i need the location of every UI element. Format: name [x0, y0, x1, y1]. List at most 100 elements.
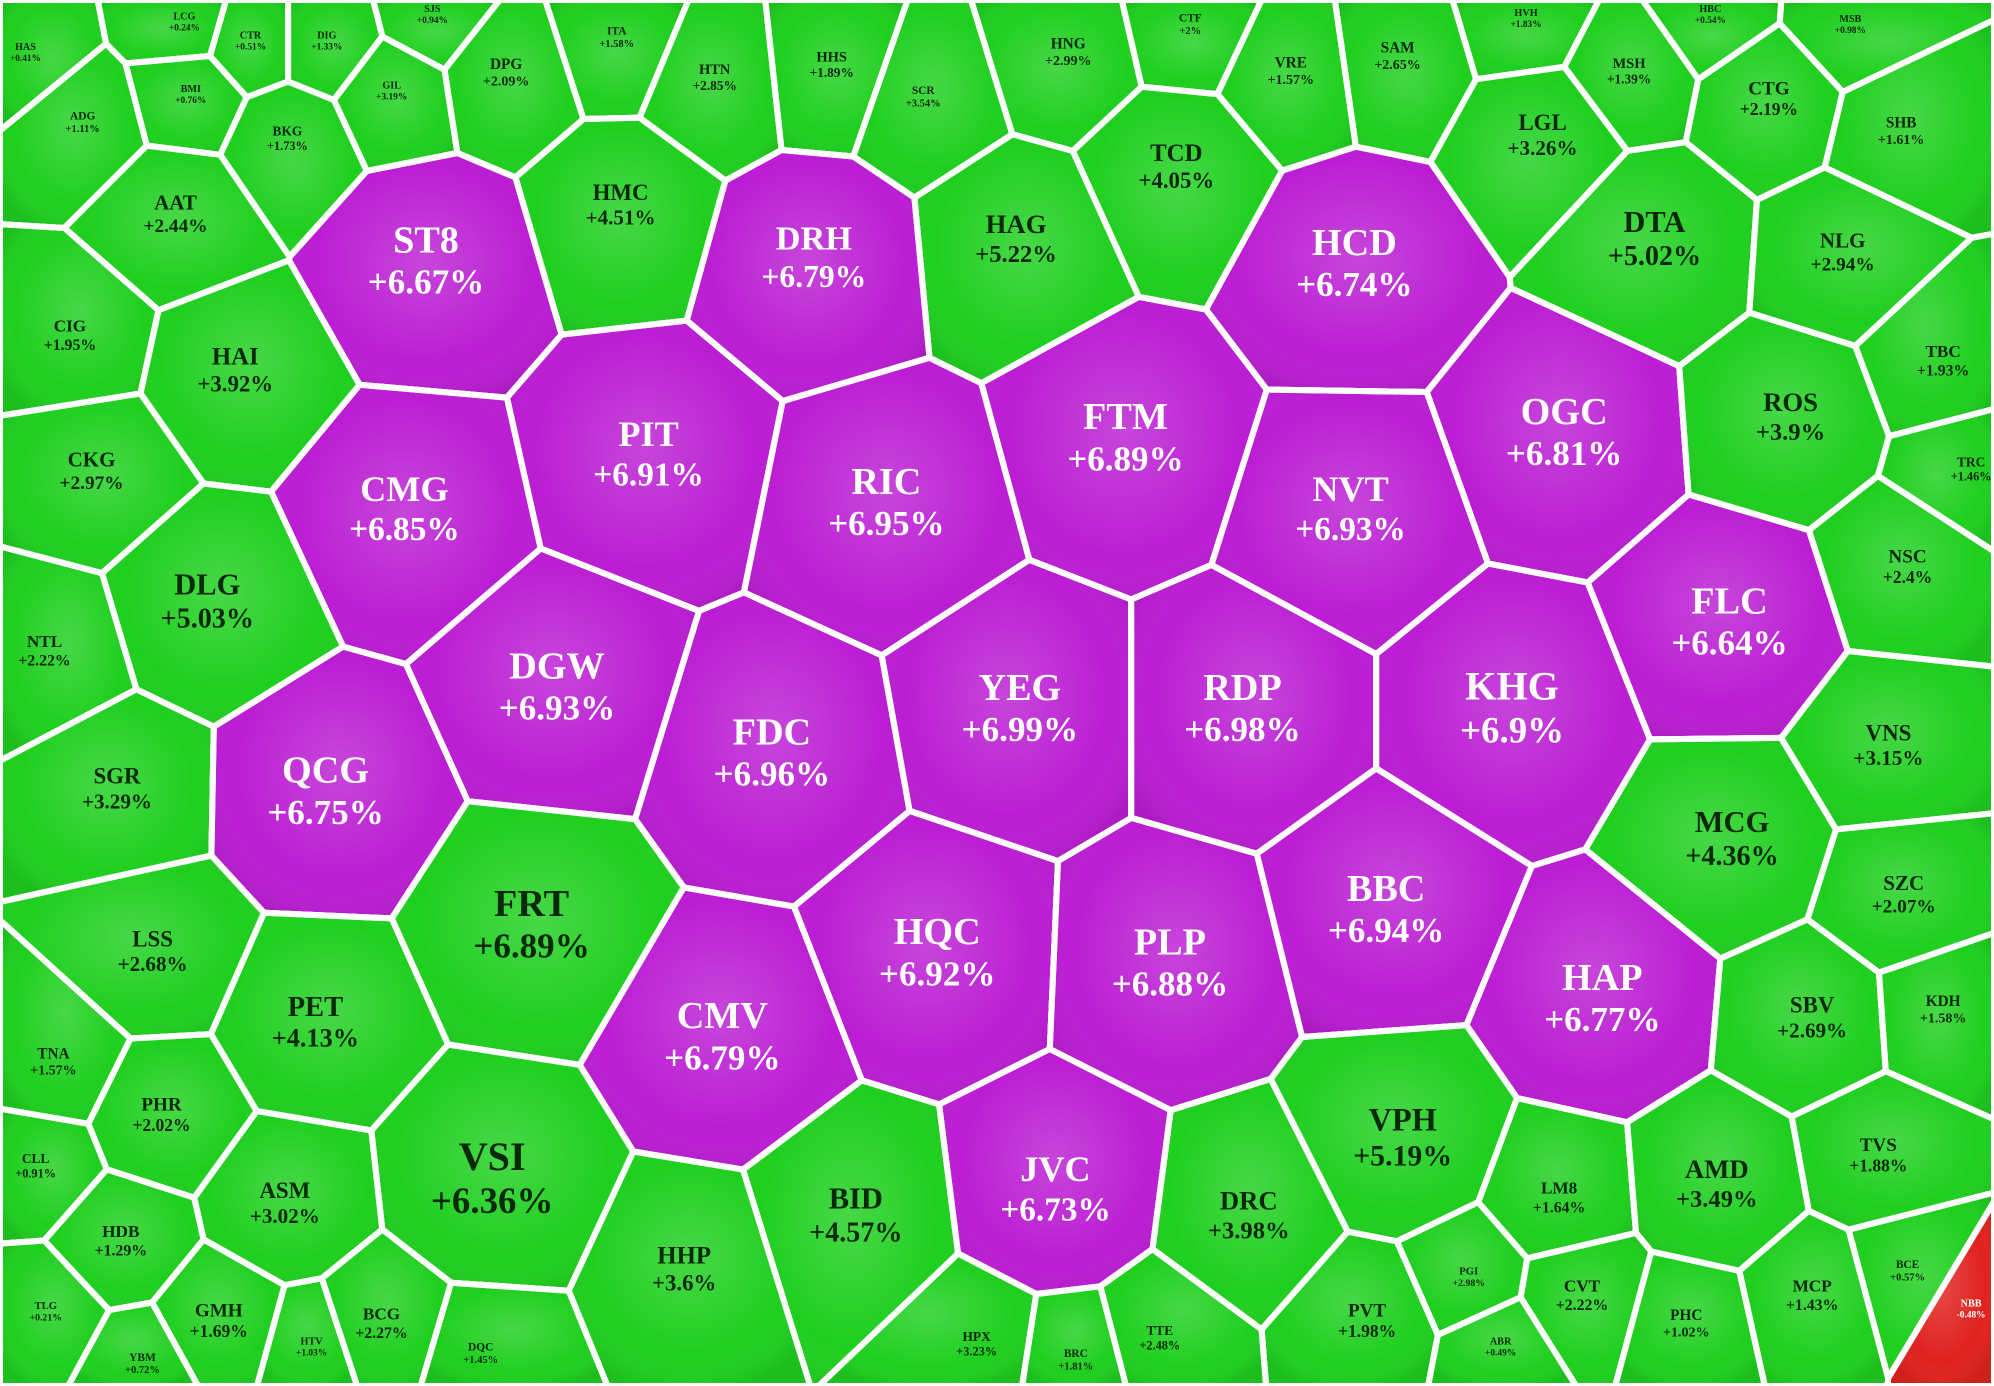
ticker-label: DQC	[468, 1342, 493, 1354]
change-label: +6.89%	[1067, 439, 1183, 478]
change-label: +2.98%	[1453, 1278, 1486, 1289]
ticker-label: HHS	[816, 49, 847, 65]
ticker-label: PIT	[618, 414, 678, 454]
ticker-label: HAG	[986, 209, 1047, 239]
ticker-label: YEG	[979, 667, 1062, 709]
ticker-label: SHB	[1886, 114, 1917, 131]
ticker-label: CKG	[68, 447, 116, 471]
ticker-label: HQC	[894, 911, 981, 953]
change-label: +6.85%	[349, 511, 460, 548]
change-label: +6.36%	[431, 1180, 553, 1221]
ticker-label: CLL	[22, 1151, 50, 1166]
change-label: +6.81%	[1506, 434, 1622, 473]
ticker-label: DRH	[776, 220, 853, 258]
ticker-label: TNA	[37, 1045, 69, 1062]
change-label: +0.98%	[1835, 26, 1866, 36]
change-label: +0.49%	[1485, 1349, 1516, 1359]
change-label: +1.46%	[1951, 470, 1992, 484]
change-label: +2.48%	[1139, 1338, 1180, 1352]
change-label: +6.92%	[879, 954, 995, 993]
change-label: +2.22%	[18, 652, 70, 669]
change-label: +1.88%	[1849, 1156, 1907, 1176]
ticker-label: CTF	[1179, 13, 1202, 25]
change-label: +0.41%	[10, 54, 41, 64]
change-label: +6.94%	[1328, 911, 1444, 950]
ticker-label: FLC	[1691, 580, 1767, 622]
ticker-label: TBC	[1925, 342, 1960, 361]
ticker-label: HNG	[1051, 36, 1086, 53]
change-label: +0.76%	[175, 96, 206, 106]
ticker-label: GMH	[195, 1300, 243, 1321]
ticker-label: FTM	[1083, 396, 1168, 438]
change-label: +6.99%	[962, 710, 1078, 749]
change-label: +1.98%	[1338, 1321, 1396, 1341]
change-label: +2.27%	[355, 1325, 407, 1342]
change-label: +2.65%	[1374, 58, 1420, 73]
change-label: +5.22%	[975, 241, 1057, 268]
change-label: +4.05%	[1138, 168, 1214, 193]
change-label: +1.03%	[296, 1349, 327, 1359]
ticker-label: PHR	[141, 1094, 182, 1115]
change-label: +2.99%	[1045, 54, 1091, 69]
ticker-label: PLP	[1134, 921, 1206, 963]
ticker-label: DTA	[1623, 205, 1685, 239]
cell-shine	[417, 1279, 611, 1386]
change-label: +6.73%	[1000, 1191, 1111, 1228]
ticker-label: BKG	[273, 124, 303, 139]
ticker-label: TRC	[1957, 454, 1985, 469]
ticker-label: CTR	[240, 31, 262, 42]
change-label: +3.23%	[956, 1345, 997, 1359]
ticker-label: AMD	[1685, 1154, 1749, 1184]
ticker-label: VSI	[459, 1134, 526, 1179]
change-label: +1.33%	[311, 43, 342, 53]
change-label: +1.45%	[463, 1355, 498, 1366]
cell-shine	[1425, 1294, 1580, 1386]
cell-shine	[1805, 472, 1994, 670]
change-label: +1.57%	[1268, 73, 1314, 88]
ticker-label: LSS	[132, 926, 173, 951]
ticker-label: CIG	[54, 317, 86, 336]
change-label: +6.64%	[1671, 624, 1787, 663]
ticker-label: JVC	[1020, 1149, 1090, 1189]
ticker-label: PGI	[1459, 1266, 1478, 1278]
ticker-label: SZC	[1883, 871, 1924, 895]
ticker-label: ROS	[1763, 387, 1818, 417]
change-label: +1.43%	[1786, 1297, 1838, 1314]
cell-shine	[1019, 1283, 1129, 1386]
ticker-label: FRT	[494, 883, 569, 925]
ticker-label: PVT	[1348, 1300, 1386, 1321]
change-label: +3.15%	[1853, 746, 1923, 770]
change-label: +0.94%	[417, 16, 448, 26]
ticker-label: QCG	[282, 750, 369, 792]
ticker-label: NLG	[1820, 229, 1866, 253]
change-label: +0.57%	[1890, 1272, 1925, 1283]
ticker-label: RDP	[1203, 667, 1281, 709]
ticker-label: DLG	[174, 567, 240, 601]
change-label: +2.68%	[118, 952, 188, 976]
ticker-label: HTN	[699, 62, 731, 78]
ticker-label: DGW	[509, 645, 604, 687]
ticker-label: BRC	[1064, 1348, 1088, 1360]
ticker-label: LCG	[173, 12, 195, 23]
change-label: +0.72%	[125, 1365, 160, 1376]
change-label: +0.54%	[1695, 16, 1726, 26]
change-label: +1.73%	[267, 139, 308, 153]
change-label: +1.39%	[1607, 72, 1651, 87]
change-label: +3.19%	[376, 92, 407, 102]
ticker-label: MSB	[1839, 14, 1861, 25]
ticker-label: YBM	[129, 1352, 156, 1364]
ticker-label: AAT	[154, 190, 197, 214]
ticker-label: HPX	[963, 1329, 992, 1344]
cell-shine	[565, 1148, 814, 1386]
change-label: +6.9%	[1460, 710, 1564, 751]
change-label: +6.88%	[1112, 965, 1228, 1004]
change-label: +2.97%	[60, 473, 124, 494]
change-label: +2.4%	[1883, 567, 1932, 587]
change-label: +6.89%	[473, 926, 589, 965]
change-label: +6.95%	[828, 504, 944, 543]
change-label: +3.49%	[1676, 1186, 1758, 1213]
change-label: +6.91%	[593, 456, 704, 493]
change-label: -0.48%	[1957, 1311, 1986, 1321]
ticker-label: TLG	[34, 1300, 57, 1312]
